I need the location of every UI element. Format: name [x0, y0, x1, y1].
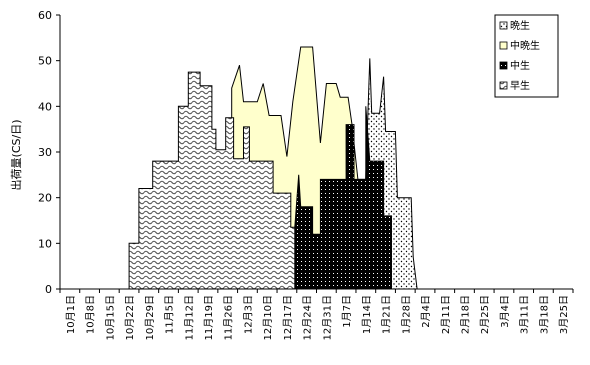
x-tick-label: 2月4日: [420, 295, 432, 328]
x-tick-label: 12月31日: [321, 295, 333, 340]
y-tick-label: 30: [38, 146, 52, 159]
x-tick-label: 3月11日: [519, 295, 531, 334]
x-tick-label: 10月29日: [144, 295, 156, 340]
x-tick-label: 3月18日: [538, 295, 550, 334]
y-tick-label: 60: [38, 9, 52, 22]
x-tick-label: 10月8日: [85, 295, 97, 334]
y-axis-title: 出荷量(CS/日): [9, 120, 23, 191]
legend-label: 晩生: [510, 19, 530, 32]
y-axis-label: 出荷量(CS/日): [9, 120, 23, 191]
plot-area: [128, 46, 418, 290]
x-tick-label: 1月14日: [361, 295, 373, 334]
axes: 0 10 20 30 40 50 60 10月1日 10月8日 10月15日 10月22日 10月29…: [38, 9, 574, 340]
legend-label: 早生: [510, 79, 530, 92]
x-tick-label: 1月7日: [341, 295, 353, 328]
x-tick-label: 11月5日: [164, 295, 176, 334]
legend-swatch: [499, 61, 508, 70]
x-tick-label: 10月15日: [104, 295, 116, 340]
area-中生: [294, 106, 392, 290]
y-tick-label: 0: [45, 283, 52, 296]
legend-swatch: [499, 81, 508, 90]
legend-swatch: [499, 21, 508, 30]
legend-swatch: [499, 41, 508, 50]
x-tick-label: 10月22日: [124, 295, 136, 340]
x-tick-label: 12月17日: [282, 295, 294, 340]
x-tick-label: 2月25日: [479, 295, 491, 334]
x-tick-label: 11月12日: [183, 295, 195, 340]
y-tick-label: 10: [38, 237, 52, 250]
x-tick-label: 11月26日: [223, 295, 235, 340]
x-tick-label: 12月24日: [302, 295, 314, 340]
x-tick-label: 11月19日: [203, 295, 215, 340]
x-tick-label: 1月21日: [381, 295, 393, 334]
y-tick-label: 50: [38, 55, 52, 68]
x-tick-label: 12月10日: [262, 295, 274, 340]
x-tick-label: 10月1日: [65, 295, 77, 334]
x-tick-label: 12月3日: [242, 295, 254, 334]
legend-label: 中晩生: [510, 39, 540, 52]
y-tick-label: 20: [38, 192, 52, 205]
x-tick-label: 2月18日: [460, 295, 472, 334]
x-tick-label: 3月25日: [558, 295, 570, 334]
x-tick-label: 1月28日: [400, 295, 412, 334]
x-tick-label: 3月4日: [499, 295, 511, 328]
y-tick-label: 40: [38, 100, 52, 113]
legend-label: 中生: [510, 59, 530, 72]
x-tick-label: 2月11日: [440, 295, 452, 334]
